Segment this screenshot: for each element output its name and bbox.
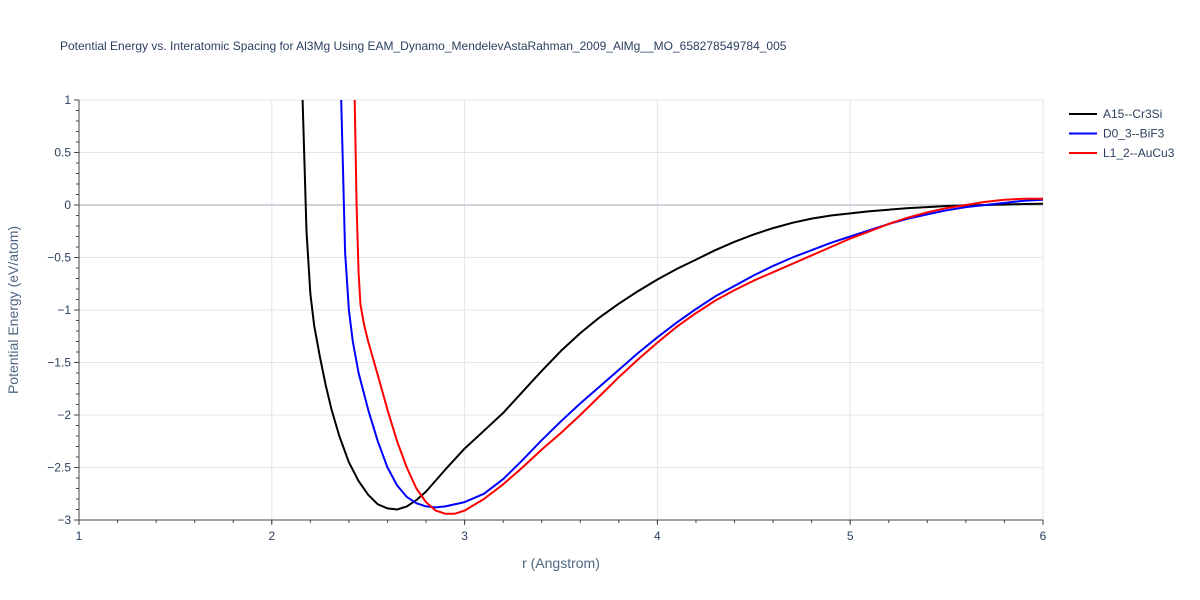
x-tick-label: 2 [268,529,275,543]
x-tick-label: 6 [1040,529,1047,543]
y-tick-label: −2.5 [47,461,71,475]
y-tick-label: −1.5 [47,356,71,370]
y-tick-label: −1 [57,303,71,317]
series-lines [301,100,1043,515]
chart-title: Potential Energy vs. Interatomic Spacing… [60,39,787,53]
legend-label-d0-3-bif3: D0_3--BiF3 [1103,127,1165,141]
x-axis-ticks: 1 2 3 4 5 6 [76,520,1047,543]
y-tick-label: 1 [64,93,71,107]
y-tick-label: 0.5 [54,146,71,160]
y-tick-label: −0.5 [47,251,71,265]
y-tick-label: 0 [64,198,71,212]
series-line-d0-3-bif3 [340,100,1043,509]
series-line-a15-cr3si [301,100,1043,511]
x-tick-label: 4 [654,529,661,543]
y-tick-label: −3 [57,513,71,527]
legend-label-a15-cr3si: A15--Cr3Si [1103,107,1162,121]
x-axis-label: r (Angstrom) [522,555,600,571]
grid [79,99,1044,520]
legend-label-l1-2-aucu3: L1_2--AuCu3 [1103,146,1175,160]
x-tick-label: 1 [76,529,83,543]
y-axis-ticks: 1 0.5 0 −0.5 −1 −1.5 −2 −2.5 −3 [47,93,79,527]
series-line-l1-2-aucu3 [353,100,1043,515]
x-tick-label: 5 [847,529,854,543]
y-tick-label: −2 [57,408,71,422]
axes [78,100,1043,521]
legend: A15--Cr3Si D0_3--BiF3 L1_2--AuCu3 [1069,107,1175,160]
y-axis-label: Potential Energy (eV/atom) [5,226,21,394]
x-tick-label: 3 [461,529,468,543]
